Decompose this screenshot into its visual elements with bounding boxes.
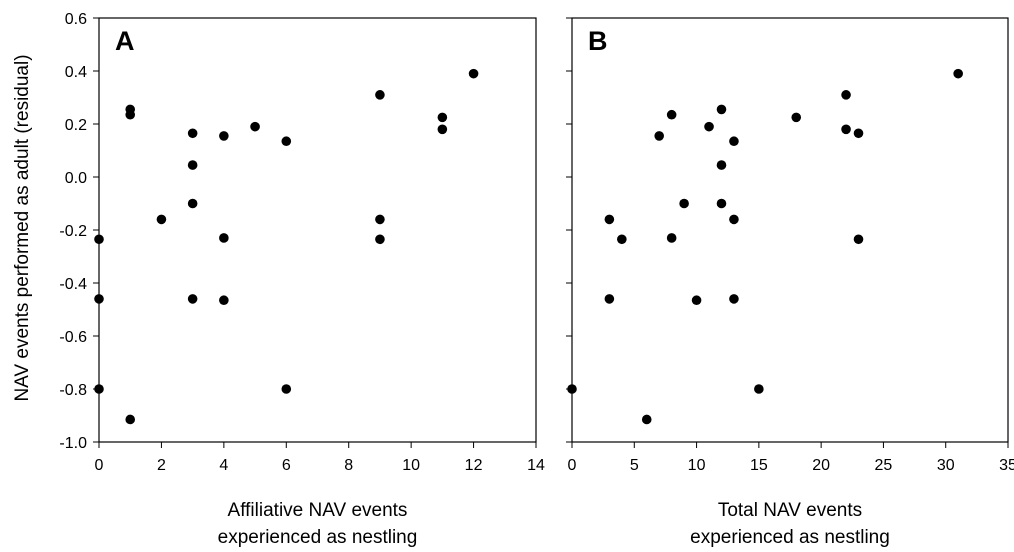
panel-a-y-ticks: -1.0 -0.8 -0.6 -0.4 -0.2 0.0 0.2 0.4 0.6 — [59, 11, 99, 452]
data-point — [281, 136, 292, 147]
x-tick-label: 2 — [157, 457, 166, 474]
data-point — [841, 90, 851, 100]
data-point — [437, 124, 448, 135]
data-point — [375, 214, 385, 225]
panel-b-letter: B — [588, 26, 608, 56]
panel-a: A -1.0 -0.8 -0.6 -0.4 -0.2 0.0 0.2 0.4 0.6 0 2 4 6 8… — [59, 11, 545, 548]
data-point — [187, 198, 198, 209]
x-tick-label: 0 — [568, 457, 577, 474]
x-tick-label: 20 — [812, 457, 830, 474]
y-axis-title: NAV events performed as adult (residual) — [12, 54, 33, 401]
data-point — [156, 214, 167, 225]
panel-b: B 0 5 10 15 20 25 30 35 Total NAV events experi… — [566, 17, 1014, 548]
data-point — [716, 198, 727, 209]
data-point — [841, 124, 851, 135]
y-tick-label: 0.4 — [65, 64, 87, 81]
data-point — [94, 384, 104, 394]
data-point — [666, 109, 677, 120]
y-tick-label: -0.8 — [59, 382, 87, 399]
x-tick-label: 10 — [402, 457, 420, 474]
data-point — [125, 414, 136, 425]
x-tick-label: 25 — [875, 457, 893, 474]
data-point — [679, 198, 689, 209]
panel-b-x-ticks: 0 5 10 15 20 25 30 35 — [568, 442, 1014, 474]
y-tick-label: 0.2 — [65, 117, 87, 134]
data-point — [654, 131, 664, 141]
panel-b-frame — [571, 17, 1009, 443]
panel-a-points — [94, 68, 479, 425]
data-point — [754, 384, 764, 394]
data-point — [704, 121, 714, 132]
data-point — [604, 214, 615, 225]
x-tick-label: 0 — [95, 457, 104, 474]
data-point — [281, 384, 292, 394]
data-point — [437, 112, 448, 123]
data-point — [567, 384, 577, 394]
x-tick-label: 4 — [219, 457, 228, 474]
data-point — [187, 160, 198, 170]
x-tick-label: 15 — [750, 457, 768, 474]
panel-a-x-ticks: 0 2 4 6 8 10 12 14 — [95, 442, 545, 474]
x-tick-label: 5 — [630, 457, 639, 474]
data-point — [604, 294, 615, 304]
data-point — [94, 234, 104, 245]
x-tick-label: 14 — [527, 457, 545, 474]
x-tick-label: 10 — [688, 457, 706, 474]
x-tick-label: 12 — [465, 457, 483, 474]
data-point — [791, 112, 802, 123]
data-point — [617, 234, 627, 245]
data-point — [729, 136, 739, 147]
data-point — [219, 233, 229, 243]
panel-b-x-title-line-1: Total NAV events — [718, 500, 862, 521]
data-point — [729, 214, 739, 225]
panel-b-x-title-line-2: experienced as nestling — [690, 527, 890, 548]
y-tick-label: -0.6 — [59, 329, 87, 346]
data-point — [641, 414, 652, 425]
data-point — [250, 121, 260, 132]
data-point — [716, 160, 727, 170]
data-point — [729, 294, 739, 304]
panel-a-letter: A — [115, 26, 135, 56]
data-point — [375, 234, 385, 245]
panel-a-x-title-line-2: experienced as nestling — [218, 527, 418, 548]
panel-a-frame — [98, 17, 537, 443]
panel-b-points — [567, 68, 963, 425]
data-point — [716, 104, 727, 115]
data-point — [666, 233, 677, 243]
x-tick-label: 6 — [282, 457, 291, 474]
panel-b-y-ticks — [566, 17, 572, 443]
x-tick-label: 35 — [999, 457, 1014, 474]
y-tick-label: -0.4 — [59, 276, 87, 293]
data-point — [853, 128, 864, 139]
data-point — [219, 131, 229, 141]
data-point — [219, 295, 229, 306]
data-point — [468, 68, 479, 79]
data-point — [953, 68, 963, 79]
y-tick-label: -0.2 — [59, 223, 87, 240]
y-tick-label: 0.6 — [65, 11, 87, 28]
data-point — [691, 295, 702, 306]
data-point — [187, 128, 198, 139]
data-point — [375, 90, 385, 100]
x-tick-label: 8 — [344, 457, 353, 474]
data-point — [94, 294, 104, 304]
data-point — [125, 109, 136, 120]
data-point — [187, 294, 198, 304]
panel-a-x-title-line-1: Affiliative NAV events — [228, 500, 408, 521]
data-point — [853, 234, 864, 245]
y-tick-label: -1.0 — [59, 435, 87, 452]
x-tick-label: 30 — [937, 457, 955, 474]
y-tick-label: 0.0 — [65, 170, 87, 187]
